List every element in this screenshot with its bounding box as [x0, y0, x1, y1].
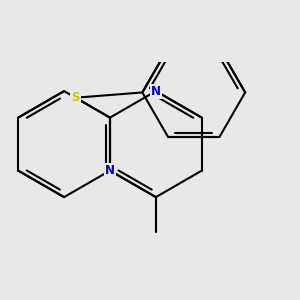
Text: N: N — [151, 85, 161, 98]
Text: N: N — [105, 164, 115, 177]
Text: S: S — [71, 91, 80, 104]
